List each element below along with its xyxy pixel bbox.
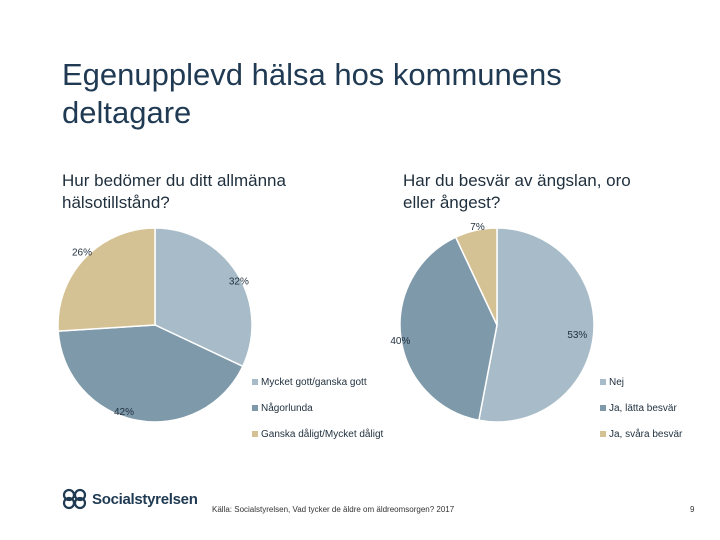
legend-swatch [252, 431, 258, 437]
source-note: Källa: Socialstyrelsen, Vad tycker de äl… [212, 505, 455, 514]
legend-label: Ja, lätta besvär [609, 402, 677, 414]
legend-item: Ja, svåra besvär [600, 427, 682, 441]
chart2-title: Har du besvär av ängslan, oro eller ånge… [403, 171, 631, 212]
legend-label: Ganska dåligt/Mycket dåligt [261, 428, 384, 440]
legend-item: Ganska dåligt/Mycket dåligt [252, 427, 383, 441]
pie-data-label: 53% [567, 330, 587, 341]
legend-swatch [600, 405, 606, 411]
chart2-legend: Nej Ja, lätta besvär Ja, svåra besvär [600, 375, 682, 453]
pie-data-label: 42% [114, 407, 134, 418]
chart1-title: Hur bedömer du ditt allmänna hälsotillst… [62, 171, 286, 212]
slide-title: Egenupplevd hälsa hos kommunens deltagar… [62, 57, 562, 130]
chart1-legend: Mycket gott/ganska gott Någorlunda Gansk… [252, 375, 383, 453]
legend-label: Någorlunda [261, 402, 313, 414]
legend-item: Nej [600, 375, 682, 389]
legend-item: Någorlunda [252, 401, 383, 415]
page-number: 9 [690, 505, 695, 514]
legend-swatch [600, 379, 606, 385]
legend-label: Nej [609, 376, 625, 388]
socialstyrelsen-logo: Socialstyrelsen [62, 488, 198, 510]
logo-text: Socialstyrelsen [92, 490, 198, 508]
pie-slice [399, 236, 498, 422]
legend-swatch [252, 405, 258, 411]
legend-swatch [252, 379, 258, 385]
pie-slice [454, 227, 498, 326]
pie-slice [477, 227, 595, 423]
legend-label: Mycket gott/ganska gott [261, 376, 367, 388]
pie-slice [57, 324, 244, 423]
legend-item: Ja, lätta besvär [600, 401, 682, 415]
logo-emblem-icon [62, 488, 87, 510]
pie-data-label: 26% [72, 248, 92, 259]
legend-item: Mycket gott/ganska gott [252, 375, 383, 389]
legend-swatch [600, 431, 606, 437]
legend-label: Ja, svåra besvär [609, 428, 683, 440]
pie-data-label: 7% [470, 222, 485, 233]
pie-slice [154, 227, 253, 368]
pie-data-label: 40% [390, 336, 410, 347]
pie-data-label: 32% [229, 276, 249, 287]
pie-slice [57, 227, 156, 332]
